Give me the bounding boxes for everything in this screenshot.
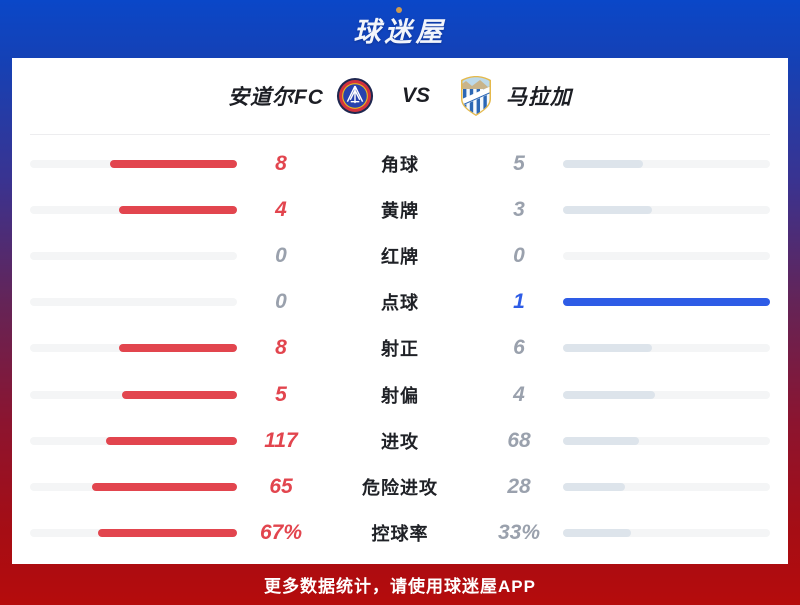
home-value: 0 xyxy=(275,290,287,314)
home-team-crest-icon xyxy=(336,77,374,115)
stat-label: 控球率 xyxy=(371,523,429,544)
home-team-name: 安道尔FC xyxy=(227,86,324,109)
home-bar-fill xyxy=(92,482,237,491)
stat-label: 黄牌 xyxy=(381,201,419,222)
stat-row: 67% 控球率 33% xyxy=(30,511,770,555)
home-bar-fill xyxy=(106,436,237,445)
home-bar-track xyxy=(30,528,237,537)
away-team-crest-icon xyxy=(458,75,494,117)
home-value: 5 xyxy=(275,382,287,406)
stat-row: 8 射正 6 xyxy=(30,326,770,370)
home-bar-fill xyxy=(121,390,237,399)
home-value: 0 xyxy=(275,244,287,268)
away-bar-track xyxy=(563,482,770,491)
home-value: 65 xyxy=(269,474,293,498)
home-bar-fill xyxy=(109,160,237,169)
home-bar-track xyxy=(30,298,237,307)
away-bar-track xyxy=(563,528,770,537)
away-value: 4 xyxy=(513,382,525,406)
away-bar-fill xyxy=(563,482,626,491)
stat-label: 射正 xyxy=(381,339,419,360)
away-bar-track xyxy=(563,436,770,445)
away-value: 28 xyxy=(507,474,531,498)
away-bar-fill xyxy=(563,436,640,445)
away-bar-track xyxy=(563,390,770,399)
home-bar-track xyxy=(30,160,237,169)
away-value: 5 xyxy=(513,152,525,176)
away-team-name: 马拉加 xyxy=(506,86,572,109)
home-bar-fill xyxy=(118,344,237,353)
stat-row: 0 点球 1 xyxy=(30,280,770,324)
home-bar-track xyxy=(30,436,237,445)
home-value: 8 xyxy=(275,152,287,176)
away-value: 33% xyxy=(497,520,541,544)
home-value: 117 xyxy=(264,428,298,452)
stat-row: 8 角球 5 xyxy=(30,142,770,186)
home-bar-track xyxy=(30,344,237,353)
home-bar-fill xyxy=(98,528,237,537)
match-header: 安道尔FC VS xyxy=(30,58,770,135)
app-logo-text: 球迷屋 xyxy=(353,16,447,47)
away-bar-fill xyxy=(563,344,652,353)
home-bar-track xyxy=(30,482,237,491)
stat-row: 4 黄牌 3 xyxy=(30,188,770,232)
home-bar-track xyxy=(30,252,237,261)
stat-row: 5 射偏 4 xyxy=(30,373,770,417)
footer-banner: 更多数据统计，请使用球迷屋APP xyxy=(0,564,800,605)
stat-label: 点球 xyxy=(381,293,419,314)
stat-row: 117 进攻 68 xyxy=(30,419,770,463)
home-value: 4 xyxy=(275,198,287,222)
app-logo: 球迷屋 xyxy=(353,6,447,49)
app-header: 球迷屋 xyxy=(0,0,800,58)
away-value: 1 xyxy=(513,290,525,314)
stats-list: 8 角球 5 4 黄牌 3 0 红牌 0 0 点球 1 8 射正 6 5 射偏 4 117 进攻 68 65 危险进攻 28 6… xyxy=(12,135,788,564)
stat-label: 射偏 xyxy=(381,385,419,406)
away-value: 0 xyxy=(513,244,525,268)
footer-promo-text: 更多数据统计，请使用球迷屋APP xyxy=(264,577,536,596)
home-value: 8 xyxy=(275,336,287,360)
away-bar-track xyxy=(563,252,770,261)
away-bar-fill xyxy=(563,528,632,537)
away-value: 68 xyxy=(507,428,531,452)
stats-card: 安道尔FC VS xyxy=(12,58,788,564)
stat-label: 危险进攻 xyxy=(362,477,438,498)
logo-dot-icon xyxy=(396,6,403,13)
stat-label: 进攻 xyxy=(381,431,419,452)
stat-row: 65 危险进攻 28 xyxy=(30,465,770,509)
away-value: 6 xyxy=(513,336,525,360)
vs-label: VS xyxy=(401,84,430,107)
away-bar-fill xyxy=(563,160,643,169)
away-bar-track xyxy=(563,298,770,307)
away-bar-fill xyxy=(563,206,652,215)
stat-label: 红牌 xyxy=(381,247,419,268)
away-bar-track xyxy=(563,206,770,215)
away-bar-track xyxy=(563,344,770,353)
away-bar-fill xyxy=(563,390,655,399)
away-bar-track xyxy=(563,160,770,169)
away-bar-fill xyxy=(563,298,770,307)
home-value: 67% xyxy=(259,520,303,544)
away-value: 3 xyxy=(513,198,525,222)
stat-row: 0 红牌 0 xyxy=(30,234,770,278)
home-bar-fill xyxy=(118,206,237,215)
home-bar-track xyxy=(30,390,237,399)
stat-label: 角球 xyxy=(381,155,419,176)
home-bar-track xyxy=(30,206,237,215)
